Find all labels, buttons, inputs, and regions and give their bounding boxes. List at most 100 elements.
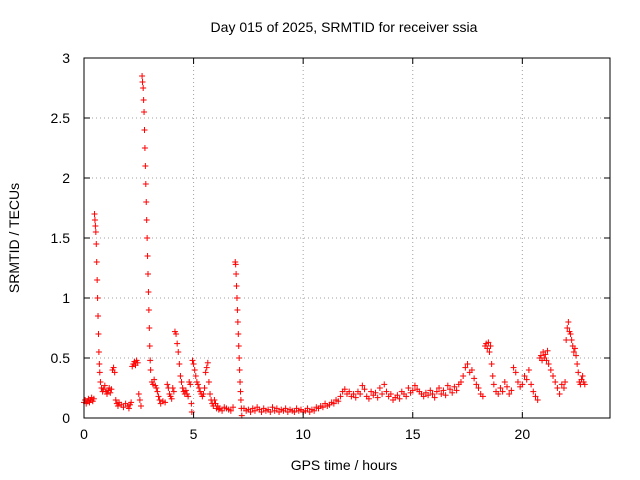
- data-point: [200, 391, 207, 397]
- data-point: [495, 391, 502, 397]
- data-point: [554, 385, 561, 391]
- data-point: [108, 386, 115, 393]
- data-point: [567, 331, 574, 337]
- data-point: [376, 385, 383, 391]
- data-point: [114, 403, 121, 409]
- data-point: [337, 393, 344, 400]
- data-point: [192, 373, 199, 379]
- x-tick-label: 20: [515, 426, 531, 442]
- data-point: [146, 325, 153, 331]
- data-point: [562, 379, 569, 385]
- data-point: [442, 392, 449, 399]
- data-point: [147, 367, 154, 373]
- data-point: [431, 394, 438, 401]
- data-point: [233, 295, 240, 301]
- data-point: [471, 375, 478, 382]
- data-point: [359, 382, 366, 389]
- data-point: [581, 381, 588, 388]
- data-point: [168, 395, 175, 402]
- data-point: [96, 369, 103, 376]
- data-point: [151, 376, 158, 383]
- data-point: [475, 385, 482, 391]
- data-point: [387, 391, 394, 397]
- data-point: [558, 381, 565, 388]
- data-point: [330, 400, 337, 407]
- y-tick-label: 0: [62, 410, 70, 426]
- data-point: [420, 393, 427, 400]
- data-point: [381, 381, 388, 388]
- data-point: [112, 397, 119, 403]
- data-point: [552, 379, 559, 385]
- data-point: [136, 397, 143, 403]
- data-point: [101, 382, 108, 389]
- y-tick-label: 2.5: [51, 110, 71, 126]
- data-point: [144, 235, 151, 241]
- data-point: [361, 386, 368, 393]
- data-point: [91, 211, 98, 217]
- x-tick-label: 0: [80, 426, 88, 442]
- data-point: [134, 359, 141, 366]
- data-point: [282, 405, 289, 412]
- data-point: [565, 319, 572, 325]
- data-point: [488, 361, 495, 367]
- data-point: [427, 387, 434, 394]
- data-point: [258, 409, 265, 415]
- data-point: [201, 385, 208, 391]
- data-point: [230, 404, 237, 411]
- data-point: [107, 389, 114, 396]
- data-point: [383, 388, 390, 395]
- x-tick-label: 5: [190, 426, 198, 442]
- data-point: [479, 393, 486, 400]
- data-point: [202, 369, 209, 376]
- data-point: [204, 359, 211, 366]
- data-point: [144, 271, 151, 277]
- data-point: [125, 405, 132, 412]
- data-point: [291, 409, 298, 415]
- data-point: [556, 391, 563, 397]
- data-point: [111, 369, 118, 376]
- data-point: [457, 379, 464, 385]
- data-point: [568, 337, 575, 343]
- data-point: [563, 337, 570, 343]
- data-point: [237, 388, 244, 395]
- data-point: [490, 381, 497, 388]
- data-point: [425, 392, 432, 399]
- data-point: [447, 386, 454, 393]
- data-point: [145, 289, 152, 295]
- data-point: [95, 313, 102, 319]
- data-point: [187, 381, 194, 388]
- data-point: [433, 388, 440, 395]
- data-point: [449, 389, 456, 396]
- x-axis-label: GPS time / hours: [291, 457, 398, 473]
- data-point: [235, 331, 242, 337]
- data-point: [205, 379, 212, 385]
- data-point: [487, 343, 494, 349]
- data-point: [145, 307, 152, 313]
- data-point: [543, 357, 550, 364]
- data-point: [90, 395, 97, 402]
- data-point: [236, 355, 243, 361]
- data-point: [92, 223, 99, 229]
- data-point: [141, 127, 148, 133]
- data-point: [211, 397, 218, 403]
- data-point: [95, 349, 102, 355]
- data-point: [530, 388, 537, 395]
- data-point: [560, 385, 567, 391]
- data-point: [550, 373, 557, 379]
- data-point: [405, 385, 412, 391]
- data-point: [453, 387, 460, 394]
- data-point: [501, 379, 508, 385]
- data-point: [94, 295, 101, 301]
- data-point: [146, 343, 153, 349]
- data-point: [545, 361, 552, 367]
- data-point: [91, 217, 98, 223]
- data-point: [178, 379, 185, 385]
- data-point: [468, 367, 475, 373]
- data-point: [247, 409, 254, 415]
- data-point: [542, 351, 549, 358]
- y-tick-label: 1.5: [51, 230, 71, 246]
- data-point: [267, 409, 274, 415]
- x-tick-label: 15: [405, 426, 421, 442]
- data-point: [528, 381, 535, 388]
